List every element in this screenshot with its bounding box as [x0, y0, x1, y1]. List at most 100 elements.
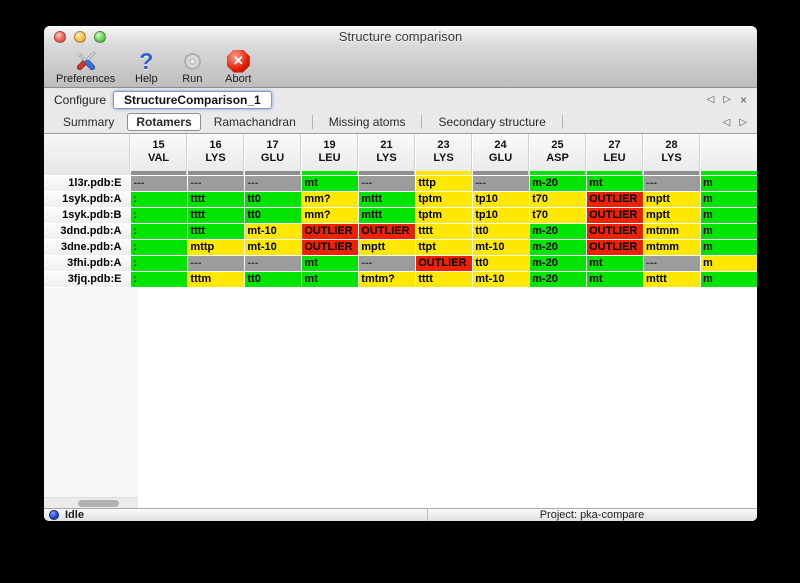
rotamer-cell[interactable]: OUTLIER: [302, 240, 359, 255]
rotamer-cell[interactable]: mt: [587, 272, 644, 287]
rotamer-cell[interactable]: tt0: [245, 208, 302, 223]
rotamer-cell[interactable]: ---: [188, 256, 245, 271]
rotamer-cell[interactable]: tttm: [188, 272, 245, 287]
rotamer-cell[interactable]: ttpt: [416, 240, 473, 255]
rotamer-cell[interactable]: OUTLIER: [587, 208, 644, 223]
rotamer-cell[interactable]: mt-10: [245, 240, 302, 255]
rotamer-cell[interactable]: mttp: [188, 240, 245, 255]
rotamer-cell[interactable]: OUTLIER: [587, 192, 644, 207]
rotamer-cell[interactable]: mtmm: [644, 240, 700, 255]
rotamer-cell[interactable]: mttt: [644, 272, 700, 287]
rotamer-cell[interactable]: OUTLIER: [587, 240, 644, 255]
tab-ramachandran[interactable]: Ramachandran: [213, 115, 296, 129]
column-header[interactable]: 16 LYS: [188, 134, 245, 175]
rotamer-cell[interactable]: tttt: [188, 224, 245, 239]
rotamer-cell[interactable]: :: [131, 224, 188, 239]
overflow-cell[interactable]: m: [701, 256, 757, 271]
rotamer-cell[interactable]: mptt: [644, 192, 700, 207]
overflow-cell[interactable]: m: [701, 240, 757, 255]
rotamer-cell[interactable]: OUTLIER: [416, 256, 473, 271]
next-config-icon[interactable]: ▷: [723, 94, 731, 105]
row-label[interactable]: 1l3r.pdb:E: [44, 176, 131, 191]
overflow-cell[interactable]: m: [701, 192, 757, 207]
rotamer-cell[interactable]: ---: [131, 176, 188, 191]
rotamer-cell[interactable]: ---: [473, 176, 530, 191]
rotamer-cell[interactable]: tmtm?: [359, 272, 416, 287]
overflow-cell[interactable]: m: [701, 176, 757, 191]
rotamer-cell[interactable]: m-20: [530, 240, 587, 255]
tab-rotamers[interactable]: Rotamers: [127, 113, 201, 131]
prev-tab-icon[interactable]: ◁: [722, 116, 731, 128]
row-label[interactable]: 3dnd.pdb:A: [44, 224, 131, 239]
rotamer-cell[interactable]: mt-10: [245, 224, 302, 239]
rotamer-cell[interactable]: tttt: [188, 208, 245, 223]
row-label[interactable]: 3dne.pdb:A: [44, 240, 131, 255]
rotamer-cell[interactable]: :: [131, 192, 188, 207]
tab-missing-atoms[interactable]: Missing atoms: [328, 115, 406, 129]
rotamer-cell[interactable]: OUTLIER: [359, 224, 416, 239]
overflow-cell[interactable]: m: [701, 272, 757, 287]
rotamer-cell[interactable]: ---: [644, 256, 700, 271]
rotamer-cell[interactable]: tp10: [473, 192, 530, 207]
rotamer-cell[interactable]: tp10: [473, 208, 530, 223]
rotamer-cell[interactable]: tt0: [245, 192, 302, 207]
rotamer-cell[interactable]: mt-10: [473, 240, 530, 255]
rotamer-cell[interactable]: tt0: [245, 272, 302, 287]
rotamer-cell[interactable]: tttp: [416, 176, 473, 191]
row-label[interactable]: 1syk.pdb:B: [44, 208, 131, 223]
rotamer-cell[interactable]: OUTLIER: [587, 224, 644, 239]
rotamer-cell[interactable]: :: [131, 256, 188, 271]
rotamer-cell[interactable]: ---: [359, 176, 416, 191]
prev-config-icon[interactable]: ◁: [706, 94, 715, 105]
abort-button[interactable]: ✕ Abort: [223, 48, 253, 85]
rotamer-cell[interactable]: mt: [302, 256, 359, 271]
run-button[interactable]: Run: [177, 48, 207, 85]
column-header[interactable]: 21 LYS: [359, 134, 416, 175]
row-label[interactable]: 1syk.pdb:A: [44, 192, 131, 207]
rotamer-cell[interactable]: tttt: [188, 192, 245, 207]
rotamer-cell[interactable]: mptt: [644, 208, 700, 223]
preferences-button[interactable]: Preferences: [56, 48, 115, 85]
rotamer-cell[interactable]: :: [131, 208, 188, 223]
row-label[interactable]: 3fjq.pdb:E: [44, 272, 131, 287]
configuration-name-field[interactable]: StructureComparison_1: [113, 90, 272, 109]
column-header[interactable]: 27 LEU: [587, 134, 644, 175]
rotamer-cell[interactable]: tptm: [416, 192, 473, 207]
rotamer-cell[interactable]: mttt: [359, 192, 416, 207]
rotamer-cell[interactable]: t70: [530, 208, 587, 223]
rotamer-cell[interactable]: mm?: [302, 192, 359, 207]
rotamer-cell[interactable]: ---: [359, 256, 416, 271]
overflow-cell[interactable]: m: [701, 208, 757, 223]
rotamer-cell[interactable]: mt: [587, 256, 644, 271]
rotamer-cell[interactable]: tttt: [416, 272, 473, 287]
help-button[interactable]: ? Help: [131, 48, 161, 85]
rotamer-cell[interactable]: mt: [302, 176, 359, 191]
rotamer-cell[interactable]: mptt: [359, 240, 416, 255]
rotamer-cell[interactable]: mttt: [359, 208, 416, 223]
rotamer-cell[interactable]: ---: [245, 256, 302, 271]
rotamer-cell[interactable]: ---: [644, 176, 700, 191]
rotamer-cell[interactable]: mt-10: [473, 272, 530, 287]
tab-secondary-structure[interactable]: Secondary structure: [438, 115, 546, 129]
row-label[interactable]: 3fhi.pdb:A: [44, 256, 131, 271]
rotamer-cell[interactable]: OUTLIER: [302, 224, 359, 239]
rotamer-cell[interactable]: t70: [530, 192, 587, 207]
rotamer-cell[interactable]: m-20: [530, 176, 587, 191]
rotamer-cell[interactable]: m-20: [530, 256, 587, 271]
column-header[interactable]: 15 VAL: [131, 134, 188, 175]
rotamer-cell[interactable]: tt0: [473, 256, 530, 271]
tab-summary[interactable]: Summary: [63, 115, 115, 129]
next-tab-icon[interactable]: ▷: [739, 116, 747, 128]
scrollbar-track[interactable]: [44, 497, 138, 508]
rotamer-cell[interactable]: :: [131, 240, 188, 255]
column-header[interactable]: 24 GLU: [473, 134, 530, 175]
rotamer-cell[interactable]: :: [131, 272, 188, 287]
rotamer-cell[interactable]: mm?: [302, 208, 359, 223]
scrollbar-thumb[interactable]: [78, 500, 119, 507]
minimize-button[interactable]: [74, 30, 86, 43]
rotamer-cell[interactable]: tptm: [416, 208, 473, 223]
overflow-cell[interactable]: m: [701, 224, 757, 239]
rotamer-cell[interactable]: tttt: [416, 224, 473, 239]
column-header[interactable]: 23 LYS: [416, 134, 473, 175]
rotamer-cell[interactable]: m-20: [530, 272, 587, 287]
